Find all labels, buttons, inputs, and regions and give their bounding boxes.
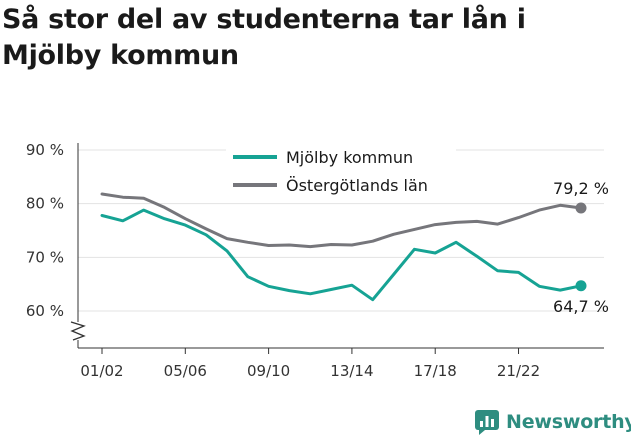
x-tick-label: 05/06: [164, 362, 207, 380]
x-axis-ticks: 01/02 05/06 09/10 13/14 17/18 21/22: [80, 348, 540, 380]
y-tick-label: 80 %: [26, 195, 64, 213]
axis-break-icon: [70, 321, 86, 341]
legend: Mjölby kommun Östergötlands län: [226, 142, 456, 200]
newsworthy-brand: Newsworthy: [474, 406, 631, 438]
chart-title: Så stor del av studenterna tar lån i Mjö…: [2, 4, 526, 71]
x-tick-label: 17/18: [414, 362, 457, 380]
series-line-mjolby: [100, 208, 583, 302]
y-tick-label: 60 %: [26, 302, 64, 320]
end-point-marker: [575, 280, 587, 292]
y-axis-ticks: 60 % 70 % 80 % 90 %: [26, 141, 64, 320]
legend-label: Mjölby kommun: [286, 148, 413, 167]
legend-box: [226, 142, 456, 200]
x-tick-label: 21/22: [497, 362, 540, 380]
y-tick-label: 70 %: [26, 248, 64, 266]
x-tick-label: 13/14: [330, 362, 373, 380]
y-tick-label: 90 %: [26, 141, 64, 159]
end-value-label: 79,2 %: [553, 179, 609, 198]
x-tick-label: 09/10: [247, 362, 290, 380]
axes: [70, 143, 604, 349]
x-tick-label: 01/02: [80, 362, 123, 380]
series-line-ostergotland: [100, 192, 583, 249]
series-lines: 64,7 % 79,2 %: [100, 179, 609, 316]
brand-name: Newsworthy: [506, 411, 631, 433]
end-value-label: 64,7 %: [553, 297, 609, 316]
end-point-marker: [575, 202, 587, 214]
newsworthy-logo-icon: [475, 410, 499, 435]
legend-label: Östergötlands län: [286, 176, 428, 195]
